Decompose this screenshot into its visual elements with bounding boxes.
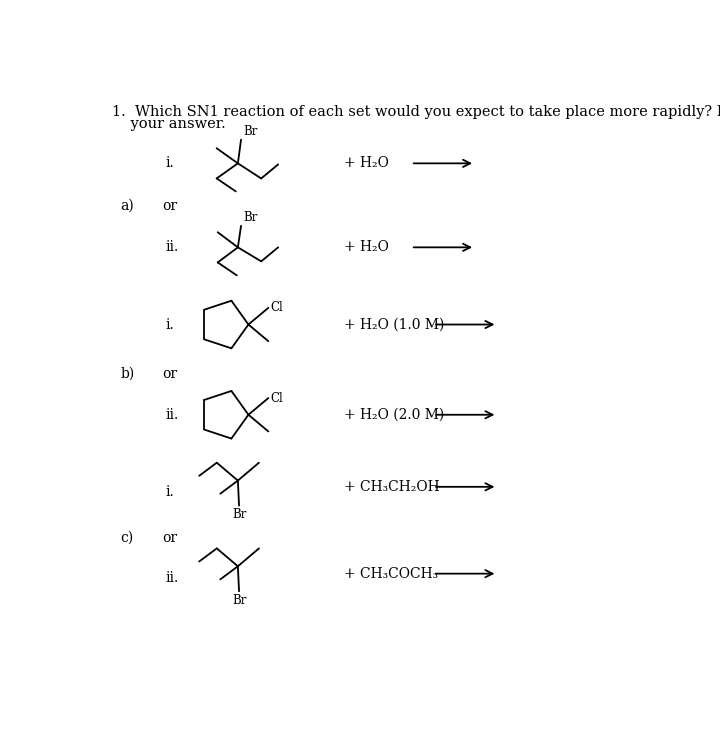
Text: Br: Br — [243, 125, 258, 138]
Text: Br: Br — [232, 594, 246, 607]
Text: b): b) — [121, 367, 135, 381]
Text: your answer.: your answer. — [112, 116, 226, 130]
Text: + H₂O: + H₂O — [344, 240, 389, 254]
Text: or: or — [163, 199, 178, 213]
Text: + CH₃COCH₃: + CH₃COCH₃ — [344, 567, 438, 581]
Text: Cl: Cl — [270, 391, 283, 405]
Text: Cl: Cl — [270, 301, 283, 315]
Text: 1.  Which SN1 reaction of each set would you expect to take place more rapidly? : 1. Which SN1 reaction of each set would … — [112, 105, 720, 119]
Text: c): c) — [121, 531, 134, 545]
Text: i.: i. — [166, 486, 174, 500]
Text: a): a) — [121, 199, 135, 213]
Text: or: or — [163, 531, 178, 545]
Text: or: or — [163, 367, 178, 381]
Text: Br: Br — [243, 211, 258, 224]
Text: + H₂O: + H₂O — [344, 156, 389, 170]
Text: ii.: ii. — [166, 571, 179, 585]
Text: Br: Br — [232, 509, 246, 522]
Text: ii.: ii. — [166, 240, 179, 254]
Text: + H₂O (1.0 M): + H₂O (1.0 M) — [344, 318, 444, 332]
Text: + CH₃CH₂OH: + CH₃CH₂OH — [344, 480, 439, 494]
Text: i.: i. — [166, 156, 174, 170]
Text: ii.: ii. — [166, 408, 179, 422]
Text: + H₂O (2.0 M): + H₂O (2.0 M) — [344, 408, 444, 422]
Text: i.: i. — [166, 318, 174, 332]
